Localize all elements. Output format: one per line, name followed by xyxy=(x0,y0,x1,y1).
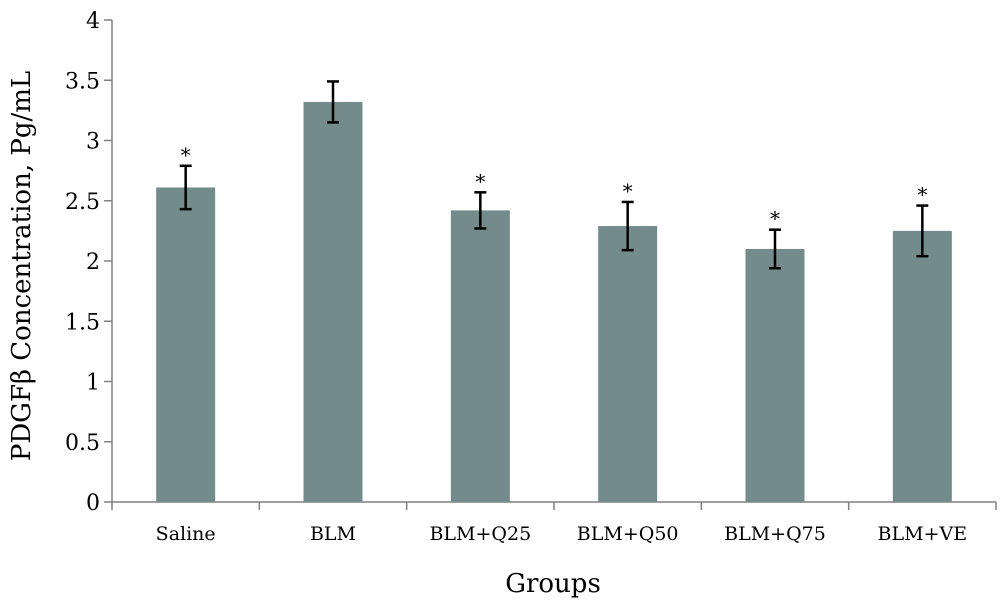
bar-blm-q75 xyxy=(745,248,805,502)
significance-marker: * xyxy=(475,169,485,193)
y-tick-label: 1 xyxy=(86,371,100,396)
y-tick-label: 0 xyxy=(86,491,100,516)
x-tick-label: BLM+Q75 xyxy=(724,523,826,545)
y-tick-label: 2.5 xyxy=(65,190,100,215)
significance-marker: * xyxy=(917,183,927,207)
y-tick-label: 0.5 xyxy=(65,431,100,456)
x-axis-title: Groups xyxy=(505,569,601,599)
error-bar xyxy=(179,164,192,211)
error-bar xyxy=(474,191,487,230)
bar-blm-ve xyxy=(892,230,952,502)
error-bars xyxy=(179,80,929,270)
error-bar xyxy=(327,80,339,124)
error-bar xyxy=(621,200,634,252)
significance-marker: * xyxy=(623,179,633,203)
significance-markers: * * * * * xyxy=(181,143,928,231)
bar-blm-q25 xyxy=(450,210,510,502)
bar-blm-q50 xyxy=(598,226,658,502)
x-tick-label: BLM xyxy=(310,523,356,545)
bar-blm xyxy=(303,101,363,502)
bar-saline xyxy=(156,187,216,502)
y-tick-label: 3 xyxy=(86,130,100,155)
significance-marker: * xyxy=(770,207,780,231)
y-tick-label: 4 xyxy=(86,9,100,34)
x-axis: Saline BLM BLM+Q25 BLM+Q50 BLM+Q75 BLM+VE xyxy=(111,501,997,545)
y-axis-title: PDGFβ Concentration, Pg/mL xyxy=(7,71,37,461)
y-axis: 0 0.5 1 1.5 2 2.5 3 3.5 4 xyxy=(65,9,113,516)
bars xyxy=(156,101,952,502)
error-bar xyxy=(769,228,781,270)
x-tick-label: BLM+VE xyxy=(878,523,968,545)
error-bar xyxy=(916,204,929,258)
x-tick-label: BLM+Q25 xyxy=(429,523,531,545)
x-tick-label: BLM+Q50 xyxy=(577,523,679,545)
x-tick-label: Saline xyxy=(156,523,216,545)
y-tick-label: 1.5 xyxy=(65,310,100,335)
y-tick-label: 3.5 xyxy=(65,69,100,94)
significance-marker: * xyxy=(181,143,191,167)
y-tick-label: 2 xyxy=(86,250,100,275)
